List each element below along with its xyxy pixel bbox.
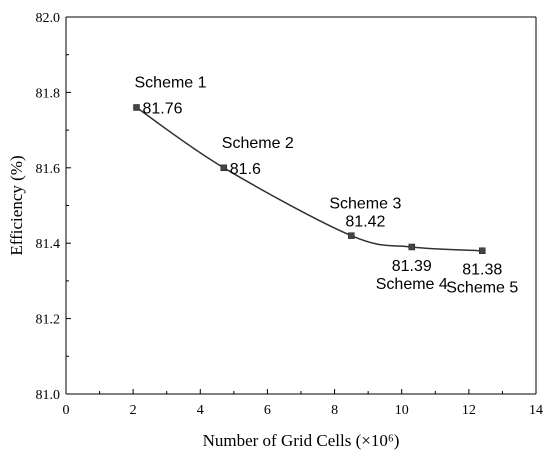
data-markers (133, 104, 486, 254)
value-label-3: 81.42 (345, 214, 385, 231)
scheme-label-5: Scheme 5 (446, 280, 518, 297)
data-point-3 (348, 232, 355, 239)
y-tick-label: 82.0 (36, 11, 61, 26)
series-line (136, 106, 483, 252)
scheme-label-2: Scheme 2 (222, 135, 294, 152)
x-tick-label: 12 (462, 403, 476, 418)
y-ticks: 81.0 81.2 81.4 81.6 81.8 82.0 (36, 11, 71, 403)
data-point-5 (479, 247, 486, 254)
value-label-5: 81.38 (462, 262, 502, 279)
data-point-2 (220, 164, 228, 172)
x-tick-label: 0 (63, 403, 70, 418)
y-tick-label: 81.4 (36, 237, 61, 252)
x-tick-label: 8 (331, 403, 338, 418)
scheme-label-3: Scheme 3 (329, 196, 401, 213)
value-label-2: 81.6 (230, 161, 261, 178)
scheme-label-1: Scheme 1 (135, 74, 207, 91)
y-axis-title: Efficiency (%) (7, 155, 26, 255)
x-axis-title: Number of Grid Cells (×10⁶) (203, 431, 400, 450)
x-tick-label: 4 (197, 403, 204, 418)
x-tick-label: 2 (130, 403, 137, 418)
y-tick-label: 81.2 (36, 313, 61, 328)
scheme-label-4: Scheme 4 (376, 276, 448, 293)
x-tick-label: 10 (395, 403, 409, 418)
value-label-1: 81.76 (143, 100, 183, 117)
data-point-4 (408, 243, 416, 251)
x-tick-label: 6 (264, 403, 271, 418)
y-tick-label: 81.6 (36, 162, 61, 177)
y-tick-label: 81.0 (36, 388, 61, 403)
data-point-1 (133, 104, 140, 111)
x-tick-label: 14 (529, 403, 543, 418)
y-tick-label: 81.8 (36, 86, 61, 101)
x-ticks: 0 2 4 6 8 10 12 14 (63, 389, 543, 418)
value-label-4: 81.39 (392, 258, 432, 275)
point-labels: Scheme 1 81.76 Scheme 2 81.6 Scheme 381.42 81… (135, 74, 519, 296)
